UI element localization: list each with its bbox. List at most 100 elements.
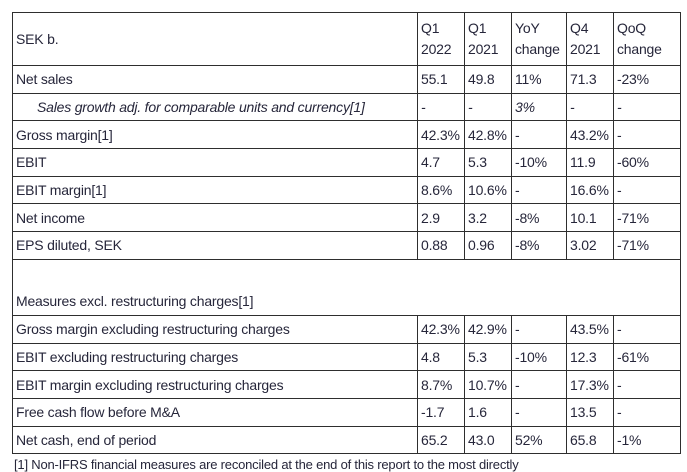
row-label: Net income bbox=[12, 203, 418, 233]
value-cell: 65.8 bbox=[566, 425, 614, 455]
value-cell: 43.0 bbox=[464, 425, 512, 455]
value-cell: - bbox=[613, 314, 681, 344]
value-cell: 11.9 bbox=[566, 148, 614, 177]
column-header-q1-2021: Q1 2021 bbox=[464, 12, 512, 66]
value-cell: 4.8 bbox=[417, 342, 465, 372]
value-cell: 0.96 bbox=[464, 231, 512, 260]
value-cell: - bbox=[613, 370, 681, 399]
value-cell: 12.3 bbox=[566, 342, 614, 372]
column-header-q4-2021: Q4 2021 bbox=[566, 12, 614, 66]
table-row: Free cash flow before M&A -1.7 1.6-13.5- bbox=[12, 397, 681, 427]
table-row: Gross margin[1] 42.3% 42.8% -43.2% - bbox=[12, 120, 681, 150]
value-cell: -71% bbox=[613, 203, 681, 233]
value-cell: 42.3% bbox=[417, 314, 465, 344]
value-cell: -1.7 bbox=[417, 397, 465, 427]
value-cell: -10% bbox=[511, 342, 567, 372]
row-label: EPS diluted, SEK bbox=[12, 231, 418, 260]
report-page: SEK b. Q1 2022 Q1 2021 YoY change Q4 202… bbox=[12, 12, 681, 472]
value-cell: 10.7% bbox=[464, 370, 512, 399]
value-cell: - bbox=[566, 92, 614, 122]
value-cell: 5.3 bbox=[464, 148, 512, 177]
value-cell: -60% bbox=[613, 148, 681, 177]
value-cell: -71% bbox=[613, 231, 681, 260]
value-cell: 2.9 bbox=[417, 203, 465, 233]
column-header-line: YoY bbox=[515, 20, 540, 36]
value-cell: 42.3% bbox=[417, 120, 465, 150]
value-cell: -8% bbox=[511, 203, 567, 233]
value-cell: 43.5% bbox=[566, 314, 614, 344]
row-label: Net cash, end of period bbox=[12, 425, 418, 455]
column-header-line: change bbox=[515, 41, 560, 57]
value-cell: 55.1 bbox=[417, 65, 465, 94]
footnote: [1] Non-IFRS financial measures are reco… bbox=[14, 457, 519, 472]
value-cell: 13.5 bbox=[566, 397, 614, 427]
row-label: EBIT margin excluding restructuring char… bbox=[12, 370, 418, 399]
value-cell: 0.88 bbox=[417, 231, 465, 260]
value-cell: -23% bbox=[613, 65, 681, 94]
value-cell: - bbox=[511, 397, 567, 427]
row-label: EBIT bbox=[12, 148, 418, 177]
table-row: Measures excl. restructuring charges[1] bbox=[12, 258, 681, 316]
table-body: Net sales 55.1 49.8 11% 71.3 -23% Sales growth… bbox=[12, 65, 681, 455]
value-cell: -8% bbox=[511, 231, 567, 260]
column-header-line: change bbox=[617, 41, 662, 57]
table-row: Net income 2.9 3.2 -8% 10.1 -71% bbox=[12, 203, 681, 233]
value-cell: 5.3 bbox=[464, 342, 512, 372]
row-label: Gross margin[1] bbox=[12, 120, 418, 150]
table-row: EBIT margin excluding restructuring char… bbox=[12, 370, 681, 399]
section-heading: Measures excl. restructuring charges[1] bbox=[12, 258, 681, 316]
table-row: EBIT 4.7 5.3 -10% 11.9 -60% bbox=[12, 148, 681, 177]
value-cell: 3.2 bbox=[464, 203, 512, 233]
value-cell: - bbox=[417, 92, 465, 122]
value-cell: 65.2 bbox=[417, 425, 465, 455]
table-row: Sales growth adj. for comparable units a… bbox=[12, 92, 681, 122]
value-cell: 10.1 bbox=[566, 203, 614, 233]
header-row: SEK b. Q1 2022 Q1 2021 YoY change Q4 202… bbox=[12, 12, 681, 66]
row-label: Free cash flow before M&A bbox=[12, 397, 418, 427]
value-cell: -10% bbox=[511, 148, 567, 177]
row-label: Sales growth adj. for comparable units a… bbox=[12, 92, 418, 122]
value-cell: -1% bbox=[613, 425, 681, 455]
financial-results-table: SEK b. Q1 2022 Q1 2021 YoY change Q4 202… bbox=[12, 12, 681, 455]
row-label: EBIT excluding restructuring charges bbox=[12, 342, 418, 372]
column-header-line: Q4 bbox=[570, 20, 589, 36]
column-header-qoq-change: QoQ change bbox=[613, 12, 681, 66]
column-header-line: Q1 bbox=[421, 20, 440, 36]
column-header-line: Q1 bbox=[468, 20, 487, 36]
column-header-q1-2022: Q1 2022 bbox=[417, 12, 465, 66]
table-row: Gross margin excluding restructuring cha… bbox=[12, 314, 681, 344]
value-cell: - bbox=[613, 120, 681, 150]
row-label: EBIT margin[1] bbox=[12, 175, 418, 205]
value-cell: - bbox=[511, 175, 567, 205]
column-header-line: QoQ bbox=[617, 20, 646, 36]
value-cell: 3% bbox=[511, 92, 567, 122]
value-cell: -61% bbox=[613, 342, 681, 372]
table-row: EBIT excluding restructuring charges 4.8 5… bbox=[12, 342, 681, 372]
value-cell: 49.8 bbox=[464, 65, 512, 94]
value-cell: 8.6% bbox=[417, 175, 465, 205]
value-cell: 4.7 bbox=[417, 148, 465, 177]
corner-header: SEK b. bbox=[12, 12, 418, 66]
table-row: Net cash, end of period 65.2 43.0 52% 65.8 -1… bbox=[12, 425, 681, 455]
value-cell: 11% bbox=[511, 65, 567, 94]
table-row: Net sales 55.1 49.8 11% 71.3 -23% bbox=[12, 65, 681, 94]
value-cell: 52% bbox=[511, 425, 567, 455]
value-cell: - bbox=[511, 314, 567, 344]
value-cell: 71.3 bbox=[566, 65, 614, 94]
value-cell: - bbox=[511, 370, 567, 399]
value-cell: - bbox=[464, 92, 512, 122]
value-cell: 43.2% bbox=[566, 120, 614, 150]
column-header-line: 2021 bbox=[468, 41, 499, 57]
table-row: EBIT margin[1] 8.6% 10.6% -16.6% - bbox=[12, 175, 681, 205]
column-header-line: 2021 bbox=[570, 41, 601, 57]
row-label: Gross margin excluding restructuring cha… bbox=[12, 314, 418, 344]
value-cell: 8.7% bbox=[417, 370, 465, 399]
value-cell: - bbox=[613, 175, 681, 205]
table-row: EPS diluted, SEK 0.88 0.96 -8% 3.02 -71% bbox=[12, 231, 681, 260]
value-cell: - bbox=[511, 120, 567, 150]
value-cell: 10.6% bbox=[464, 175, 512, 205]
column-header-yoy-change: YoY change bbox=[511, 12, 567, 66]
value-cell: 42.9% bbox=[464, 314, 512, 344]
value-cell: 3.02 bbox=[566, 231, 614, 260]
value-cell: - bbox=[613, 92, 681, 122]
